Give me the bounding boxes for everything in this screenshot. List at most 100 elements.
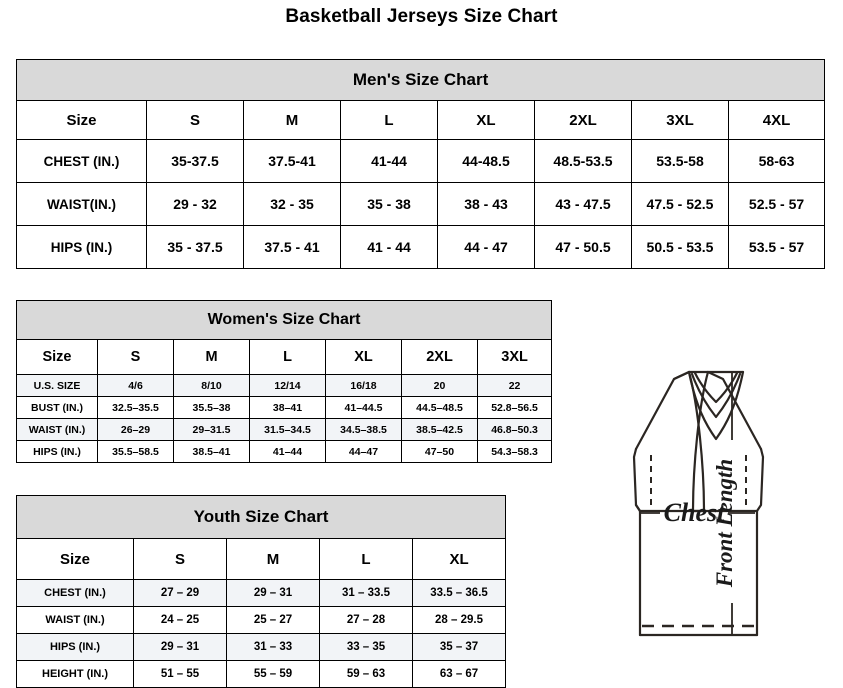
- youth-waist-xl: 28 – 29.5: [411, 606, 507, 634]
- front-length-label: Front Length: [712, 459, 737, 588]
- womens-hips-xl: 44–47: [325, 440, 402, 463]
- mens-banner-row: Men's Size Chart: [15, 59, 826, 101]
- youth-waist-s: 24 – 25: [133, 606, 227, 634]
- mens-hips-l: 41 - 44: [340, 225, 438, 269]
- mens-row-label-hips: HIPS (IN.): [16, 225, 147, 269]
- mens-col-header-xl: XL: [437, 100, 535, 140]
- womens-waist-3xl: 46.8–50.3: [476, 418, 553, 441]
- youth-chest-s: 27 – 29: [133, 579, 227, 607]
- womens-waist-m: 29–31.5: [173, 418, 250, 441]
- womens-hips-3xl: 54.3–58.3: [476, 440, 553, 463]
- mens-chest-4xl: 58-63: [727, 139, 826, 183]
- mens-chest-s: 35-37.5: [146, 139, 244, 183]
- womens-bust-l: 38–41: [249, 396, 326, 419]
- mens-waist-4xl: 52.5 - 57: [727, 182, 826, 226]
- mens-hips-s: 35 - 37.5: [146, 225, 244, 269]
- youth-chest-xl: 33.5 – 36.5: [411, 579, 507, 607]
- table-row: CHEST (IN.) 27 – 29 29 – 31 31 – 33.5 33…: [16, 579, 507, 607]
- mens-col-header-3xl: 3XL: [631, 100, 729, 140]
- youth-col-header-xl: XL: [411, 538, 507, 580]
- mens-chest-l: 41-44: [340, 139, 438, 183]
- womens-us-size-l: 12/14: [249, 374, 326, 397]
- mens-col-header-4xl: 4XL: [727, 100, 826, 140]
- womens-banner-row: Women's Size Chart: [15, 300, 553, 340]
- youth-height-xl: 63 – 67: [411, 660, 507, 688]
- youth-hips-xl: 35 – 37: [411, 633, 507, 661]
- womens-bust-s: 32.5–35.5: [97, 396, 174, 419]
- youth-chest-m: 29 – 31: [226, 579, 320, 607]
- mens-waist-3xl: 47.5 - 52.5: [631, 182, 729, 226]
- table-row: HIPS (IN.) 29 – 31 31 – 33 33 – 35 35 – …: [16, 633, 507, 661]
- table-row: WAIST (IN.) 24 – 25 25 – 27 27 – 28 28 –…: [16, 606, 507, 634]
- mens-row-label-chest: CHEST (IN.): [16, 139, 147, 183]
- jersey-measurement-diagram: Chest Front Length: [556, 345, 841, 675]
- youth-hips-l: 33 – 35: [319, 633, 413, 661]
- womens-size-chart-table: Women's Size Chart Size S M L XL 2XL 3XL…: [15, 300, 553, 463]
- youth-height-l: 59 – 63: [319, 660, 413, 688]
- mens-size-chart-table: Men's Size Chart Size S M L XL 2XL 3XL 4…: [15, 59, 826, 269]
- table-row: HIPS (IN.) 35.5–58.5 38.5–41 41–44 44–47…: [16, 440, 553, 463]
- youth-hips-m: 31 – 33: [226, 633, 320, 661]
- womens-row-label-waist: WAIST (IN.): [16, 418, 98, 441]
- mens-col-header-l: L: [340, 100, 438, 140]
- table-row: HEIGHT (IN.) 51 – 55 55 – 59 59 – 63 63 …: [16, 660, 507, 688]
- mens-chest-3xl: 53.5-58: [631, 139, 729, 183]
- womens-hips-m: 38.5–41: [173, 440, 250, 463]
- mens-col-header-size: Size: [16, 100, 147, 140]
- womens-bust-2xl: 44.5–48.5: [401, 396, 478, 419]
- youth-chest-l: 31 – 33.5: [319, 579, 413, 607]
- womens-col-header-m: M: [173, 339, 250, 375]
- youth-height-s: 51 – 55: [133, 660, 227, 688]
- front-length-measure-line: [724, 373, 740, 636]
- mens-waist-s: 29 - 32: [146, 182, 244, 226]
- youth-row-label-hips: HIPS (IN.): [16, 633, 134, 661]
- womens-col-header-l: L: [249, 339, 326, 375]
- womens-us-size-xl: 16/18: [325, 374, 402, 397]
- youth-height-m: 55 – 59: [226, 660, 320, 688]
- table-row: HIPS (IN.) 35 - 37.5 37.5 - 41 41 - 44 4…: [16, 225, 826, 269]
- womens-row-label-us-size: U.S. SIZE: [16, 374, 98, 397]
- youth-row-label-height: HEIGHT (IN.): [16, 660, 134, 688]
- table-row: WAIST(IN.) 29 - 32 32 - 35 35 - 38 38 - …: [16, 182, 826, 226]
- mens-hips-3xl: 50.5 - 53.5: [631, 225, 729, 269]
- womens-us-size-m: 8/10: [173, 374, 250, 397]
- womens-col-header-size: Size: [16, 339, 98, 375]
- mens-waist-l: 35 - 38: [340, 182, 438, 226]
- womens-col-header-3xl: 3XL: [476, 339, 553, 375]
- womens-bust-m: 35.5–38: [173, 396, 250, 419]
- womens-col-header-s: S: [97, 339, 174, 375]
- mens-waist-m: 32 - 35: [243, 182, 341, 226]
- youth-col-header-s: S: [133, 538, 227, 580]
- sleeve-cuff-dashed-line: [650, 455, 747, 508]
- womens-us-size-3xl: 22: [476, 374, 553, 397]
- womens-bust-xl: 41–44.5: [325, 396, 402, 419]
- youth-waist-m: 25 – 27: [226, 606, 320, 634]
- youth-col-header-m: M: [226, 538, 320, 580]
- womens-us-size-2xl: 20: [401, 374, 478, 397]
- womens-waist-2xl: 38.5–42.5: [401, 418, 478, 441]
- womens-row-label-bust: BUST (IN.): [16, 396, 98, 419]
- table-row: CHEST (IN.) 35-37.5 37.5-41 41-44 44-48.…: [16, 139, 826, 183]
- youth-col-header-size: Size: [16, 538, 134, 580]
- womens-col-header-2xl: 2XL: [401, 339, 478, 375]
- womens-col-header-xl: XL: [325, 339, 402, 375]
- youth-waist-l: 27 – 28: [319, 606, 413, 634]
- womens-bust-3xl: 52.8–56.5: [476, 396, 553, 419]
- mens-row-label-waist: WAIST(IN.): [16, 182, 147, 226]
- youth-header-row: Size S M L XL: [16, 538, 507, 580]
- mens-hips-m: 37.5 - 41: [243, 225, 341, 269]
- womens-row-label-hips: HIPS (IN.): [16, 440, 98, 463]
- womens-hips-2xl: 47–50: [401, 440, 478, 463]
- womens-header-row: Size S M L XL 2XL 3XL: [16, 339, 553, 375]
- youth-col-header-l: L: [319, 538, 413, 580]
- mens-waist-xl: 38 - 43: [437, 182, 535, 226]
- womens-banner-title: Women's Size Chart: [15, 300, 553, 340]
- womens-waist-l: 31.5–34.5: [249, 418, 326, 441]
- mens-hips-2xl: 47 - 50.5: [534, 225, 632, 269]
- page-title: Basketball Jerseys Size Chart: [285, 6, 558, 27]
- mens-col-header-m: M: [243, 100, 341, 140]
- mens-banner-title: Men's Size Chart: [15, 59, 826, 101]
- mens-col-header-s: S: [146, 100, 244, 140]
- table-row: WAIST (IN.) 26–29 29–31.5 31.5–34.5 34.5…: [16, 418, 553, 441]
- mens-hips-4xl: 53.5 - 57: [727, 225, 826, 269]
